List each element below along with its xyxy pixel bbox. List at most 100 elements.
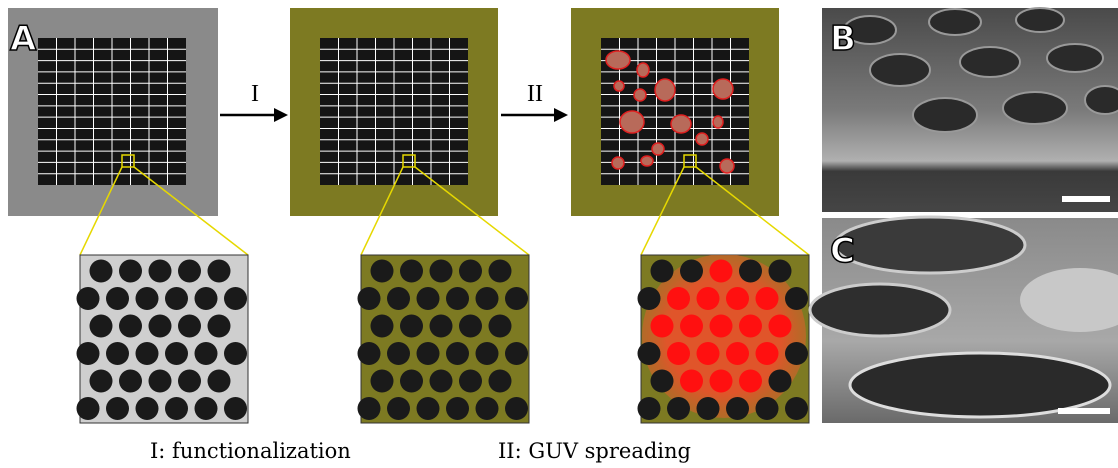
hole (726, 342, 749, 365)
hole (769, 370, 792, 393)
hole (371, 315, 394, 338)
hole (505, 397, 528, 420)
hole (459, 370, 482, 393)
hole (77, 342, 100, 365)
hole (680, 260, 703, 283)
hole (446, 397, 469, 420)
hole (90, 370, 113, 393)
step-label: I (251, 81, 259, 107)
hole (371, 260, 394, 283)
hole (178, 370, 201, 393)
hole (476, 397, 499, 420)
hole (638, 287, 661, 310)
hole (710, 315, 733, 338)
hole (208, 370, 231, 393)
hole (680, 370, 703, 393)
hole (149, 370, 172, 393)
hole (371, 370, 394, 393)
hole (651, 260, 674, 283)
hole (165, 342, 188, 365)
hole (430, 260, 453, 283)
hole (224, 342, 247, 365)
hole (667, 397, 690, 420)
hole (489, 370, 512, 393)
hole (106, 342, 129, 365)
legend-text: II: GUV spreading (498, 439, 691, 463)
hole (726, 397, 749, 420)
step-label: II (527, 81, 543, 107)
hole (638, 342, 661, 365)
hole (756, 397, 779, 420)
legend-text: I: functionalization (150, 439, 351, 463)
hole (77, 287, 100, 310)
hole (505, 287, 528, 310)
hole (697, 397, 720, 420)
hole (697, 342, 720, 365)
hole (136, 287, 159, 310)
hole (489, 315, 512, 338)
hole (505, 342, 528, 365)
hole (400, 370, 423, 393)
hole (476, 287, 499, 310)
hole (165, 397, 188, 420)
hole (178, 315, 201, 338)
hole (224, 397, 247, 420)
hole (769, 315, 792, 338)
hole (149, 315, 172, 338)
hole (697, 287, 720, 310)
hole (785, 397, 808, 420)
hole (77, 397, 100, 420)
hole (358, 397, 381, 420)
hole (387, 342, 410, 365)
hole (726, 287, 749, 310)
hole (90, 260, 113, 283)
hole (680, 315, 703, 338)
hole (400, 315, 423, 338)
hole (417, 397, 440, 420)
hole-grid (320, 38, 468, 185)
hole (446, 342, 469, 365)
hole (638, 397, 661, 420)
hole (208, 260, 231, 283)
hole (739, 315, 762, 338)
hole (710, 260, 733, 283)
hole (119, 370, 142, 393)
panel-label: B (830, 19, 856, 59)
hole (358, 287, 381, 310)
hole (358, 342, 381, 365)
hole (739, 260, 762, 283)
hole (149, 260, 172, 283)
hole (136, 397, 159, 420)
hole (430, 370, 453, 393)
hole (387, 397, 410, 420)
hole (476, 342, 499, 365)
hole (785, 342, 808, 365)
hole (459, 260, 482, 283)
hole (106, 287, 129, 310)
hole (119, 260, 142, 283)
hole (769, 260, 792, 283)
hole (195, 342, 218, 365)
hole-grid (38, 38, 186, 185)
figure: I II A B C I: functionalization II: GUV … (0, 0, 1118, 468)
hole (489, 260, 512, 283)
hole (667, 287, 690, 310)
hole (446, 287, 469, 310)
hole (119, 315, 142, 338)
hole (90, 315, 113, 338)
hole (208, 315, 231, 338)
hole (195, 287, 218, 310)
hole (651, 370, 674, 393)
hole (417, 287, 440, 310)
hole (136, 342, 159, 365)
hole (667, 342, 690, 365)
hole (651, 315, 674, 338)
hole (756, 342, 779, 365)
hole (710, 370, 733, 393)
hole (178, 260, 201, 283)
scale-bar (1062, 196, 1110, 202)
hole (739, 370, 762, 393)
hole (430, 315, 453, 338)
panel-label: A (10, 19, 37, 59)
hole (417, 342, 440, 365)
